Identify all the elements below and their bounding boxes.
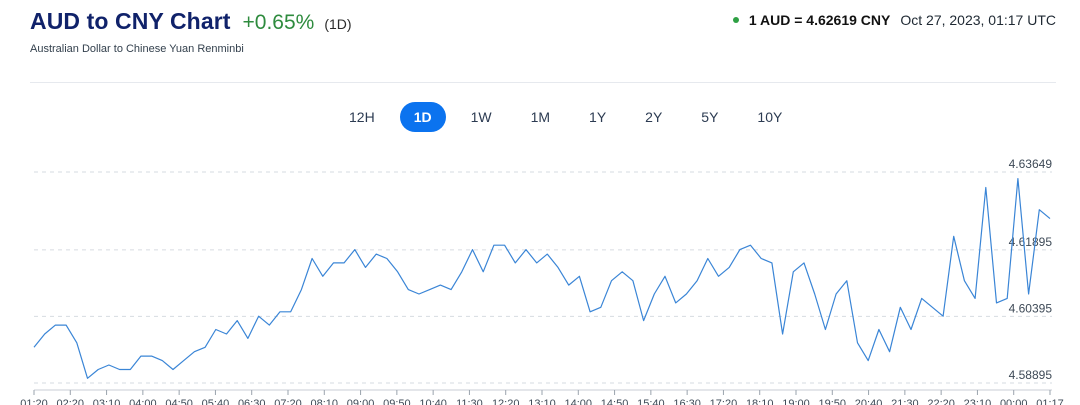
x-tick-label: 06:30	[238, 398, 266, 405]
change-percent: +0.65%	[242, 11, 315, 34]
x-tick-label: 15:40	[637, 398, 665, 405]
x-tick-label: 02:20	[57, 398, 85, 405]
y-tick-label: 4.60395	[1009, 301, 1053, 315]
x-tick-label: 01:20	[20, 398, 48, 405]
x-tick-label: 13:10	[528, 398, 556, 405]
x-tick-label: 04:50	[165, 398, 193, 405]
x-tick-label: 23:10	[964, 398, 992, 405]
chart-header: AUD to CNY Chart +0.65% (1D) Australian …	[30, 8, 1056, 68]
page-title: AUD to CNY Chart	[30, 8, 231, 34]
range-button-2y[interactable]: 2Y	[645, 109, 663, 125]
y-tick-label: 4.63649	[1009, 157, 1053, 171]
range-button-1w[interactable]: 1W	[470, 109, 492, 125]
range-button-12h[interactable]: 12H	[349, 109, 375, 125]
header-divider	[30, 82, 1056, 83]
x-tick-label: 09:00	[347, 398, 375, 405]
range-button-1m[interactable]: 1M	[530, 109, 551, 125]
x-tick-label: 18:10	[746, 398, 774, 405]
x-tick-label: 09:50	[383, 398, 411, 405]
x-tick-label: 21:30	[891, 398, 919, 405]
x-tick-label: 10:40	[419, 398, 447, 405]
live-dot-icon	[732, 17, 739, 23]
price-chart[interactable]: 4.63649 4.61895 4.60395 4.58895 01:20 02:20 03…	[0, 140, 1080, 405]
range-selector: 12H 1D 1W 1M 1Y 2Y 5Y 10Y	[335, 101, 796, 133]
range-button-10y[interactable]: 10Y	[757, 109, 783, 125]
title-row: AUD to CNY Chart +0.65% (1D)	[30, 8, 1056, 35]
live-rate: 1 AUD = 4.62619 CNY Oct 27, 2023, 01:17 …	[732, 12, 1056, 28]
pair-subtitle: Australian Dollar to Chinese Yuan Renmin…	[30, 43, 244, 55]
x-tick-label: 20:40	[855, 398, 883, 405]
range-button-1d[interactable]: 1D	[399, 102, 446, 132]
range-button-5y[interactable]: 5Y	[701, 109, 719, 125]
x-tick-label: 08:10	[311, 398, 339, 405]
x-tick-label: 11:30	[456, 398, 483, 405]
price-line	[33, 178, 1051, 379]
x-tick-label: 19:50	[819, 398, 847, 405]
x-tick-label: 16:30	[673, 398, 701, 405]
range-button-1y[interactable]: 1Y	[589, 109, 607, 125]
x-tick-label: 19:00	[782, 398, 810, 405]
x-tick-label: 01:17	[1036, 398, 1064, 405]
change-period: (1D)	[324, 16, 352, 32]
x-tick-label: 04:00	[129, 398, 157, 405]
x-tick-label: 00:00	[1000, 398, 1028, 405]
x-tick-label: 05:40	[202, 398, 230, 405]
y-tick-label: 4.58895	[1009, 368, 1053, 382]
x-tick-label: 03:10	[93, 398, 121, 405]
x-tick-label: 07:20	[274, 398, 302, 405]
x-tick-label: 14:00	[565, 398, 593, 405]
x-tick-label: 17:20	[710, 398, 738, 405]
x-tick-label: 12:20	[492, 398, 520, 405]
y-tick-label: 4.61895	[1009, 235, 1053, 249]
rate-timestamp: Oct 27, 2023, 01:17 UTC	[900, 12, 1056, 28]
rate-value: 1 AUD = 4.62619 CNY	[748, 12, 891, 28]
x-tick-label: 14:50	[601, 398, 629, 405]
x-tick-label: 22:20	[927, 398, 955, 405]
